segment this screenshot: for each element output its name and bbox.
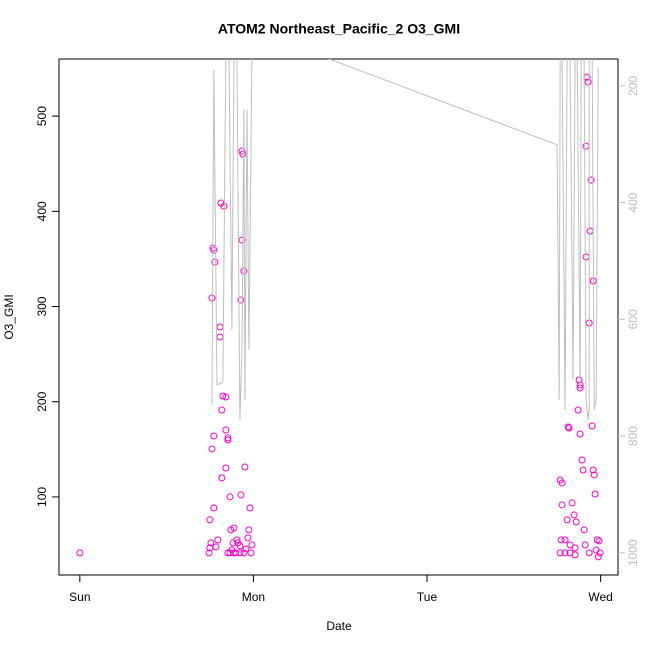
data-point bbox=[218, 474, 226, 482]
plot-frame bbox=[58, 58, 619, 576]
data-point bbox=[572, 518, 580, 526]
data-point bbox=[219, 392, 227, 400]
data-point bbox=[594, 553, 602, 561]
data-point bbox=[561, 549, 569, 557]
data-point bbox=[230, 524, 238, 532]
data-point bbox=[558, 479, 566, 487]
data-point bbox=[210, 246, 218, 254]
data-point bbox=[205, 549, 213, 557]
data-point bbox=[247, 549, 255, 557]
data-point bbox=[218, 406, 226, 414]
data-point bbox=[234, 539, 242, 547]
data-line bbox=[211, 59, 599, 420]
data-point bbox=[589, 466, 597, 474]
data-point bbox=[248, 541, 256, 549]
data-point bbox=[240, 549, 248, 557]
data-point bbox=[76, 549, 84, 557]
y2-tick-label: 800 bbox=[626, 426, 640, 446]
data-point bbox=[222, 426, 230, 434]
data-point bbox=[210, 432, 218, 440]
data-point bbox=[558, 501, 566, 509]
data-point bbox=[245, 526, 253, 534]
x-tick-label: Wed bbox=[588, 590, 612, 604]
y-tick-label: 400 bbox=[35, 201, 49, 221]
data-point bbox=[568, 499, 576, 507]
data-point bbox=[591, 490, 599, 498]
data-point bbox=[576, 430, 584, 438]
data-point bbox=[226, 493, 234, 501]
data-point bbox=[226, 549, 234, 557]
data-point bbox=[216, 333, 224, 341]
data-point bbox=[222, 464, 230, 472]
chart-title: ATOM2 Northeast_Pacific_2 O3_GMI bbox=[218, 21, 460, 37]
data-point bbox=[237, 491, 245, 499]
data-point bbox=[574, 406, 582, 414]
data-point bbox=[208, 294, 216, 302]
y-tick-label: 100 bbox=[35, 487, 49, 507]
data-point bbox=[212, 543, 220, 551]
y-tick-label: 500 bbox=[35, 106, 49, 126]
y-tick-label: 200 bbox=[35, 391, 49, 411]
data-point bbox=[230, 549, 238, 557]
data-point bbox=[587, 176, 595, 184]
data-point bbox=[586, 227, 594, 235]
data-point bbox=[246, 504, 254, 512]
data-point bbox=[563, 516, 571, 524]
x-tick-label: Tue bbox=[417, 590, 438, 604]
data-point bbox=[596, 549, 604, 557]
data-point bbox=[578, 456, 586, 464]
data-point bbox=[588, 422, 596, 430]
data-point bbox=[241, 463, 249, 471]
data-point bbox=[211, 258, 219, 266]
data-point bbox=[224, 436, 232, 444]
data-point bbox=[242, 545, 250, 553]
data-point bbox=[210, 504, 218, 512]
data-point bbox=[207, 539, 215, 547]
x-tick-label: Sun bbox=[69, 590, 90, 604]
data-point bbox=[233, 536, 241, 544]
data-point bbox=[575, 376, 583, 384]
data-point bbox=[239, 150, 247, 158]
data-point bbox=[582, 253, 590, 261]
data-point bbox=[208, 445, 216, 453]
data-point bbox=[584, 78, 592, 86]
data-point bbox=[240, 267, 248, 275]
data-point bbox=[237, 296, 245, 304]
data-point bbox=[206, 516, 214, 524]
data-point bbox=[581, 541, 589, 549]
data-point bbox=[592, 546, 600, 554]
data-point bbox=[582, 142, 590, 150]
data-point bbox=[561, 536, 569, 544]
x-tick-label: Mon bbox=[242, 590, 265, 604]
data-point bbox=[224, 434, 232, 442]
data-point bbox=[585, 549, 593, 557]
data-point bbox=[571, 544, 579, 552]
y2-tick-label: 1000 bbox=[626, 539, 640, 566]
data-point bbox=[580, 526, 588, 534]
data-point bbox=[238, 236, 246, 244]
y2-tick-label: 600 bbox=[626, 309, 640, 329]
data-point bbox=[570, 511, 578, 519]
data-point bbox=[566, 549, 574, 557]
data-point bbox=[564, 423, 572, 431]
data-point bbox=[556, 549, 564, 557]
data-point bbox=[214, 536, 222, 544]
data-point bbox=[222, 393, 230, 401]
data-point bbox=[557, 536, 565, 544]
y-tick-label: 300 bbox=[35, 296, 49, 316]
data-point bbox=[244, 534, 252, 542]
data-point bbox=[595, 537, 603, 545]
x-axis-label: Date bbox=[326, 619, 352, 633]
data-point bbox=[579, 466, 587, 474]
y2-tick-label: 400 bbox=[626, 192, 640, 212]
data-point bbox=[590, 471, 598, 479]
data-point bbox=[238, 147, 246, 155]
data-point bbox=[216, 323, 224, 331]
data-point bbox=[565, 424, 573, 432]
data-point bbox=[220, 202, 228, 210]
y-axis-label: O3_GMI bbox=[2, 294, 16, 339]
data-point bbox=[566, 541, 574, 549]
y2-tick-label: 200 bbox=[626, 76, 640, 96]
